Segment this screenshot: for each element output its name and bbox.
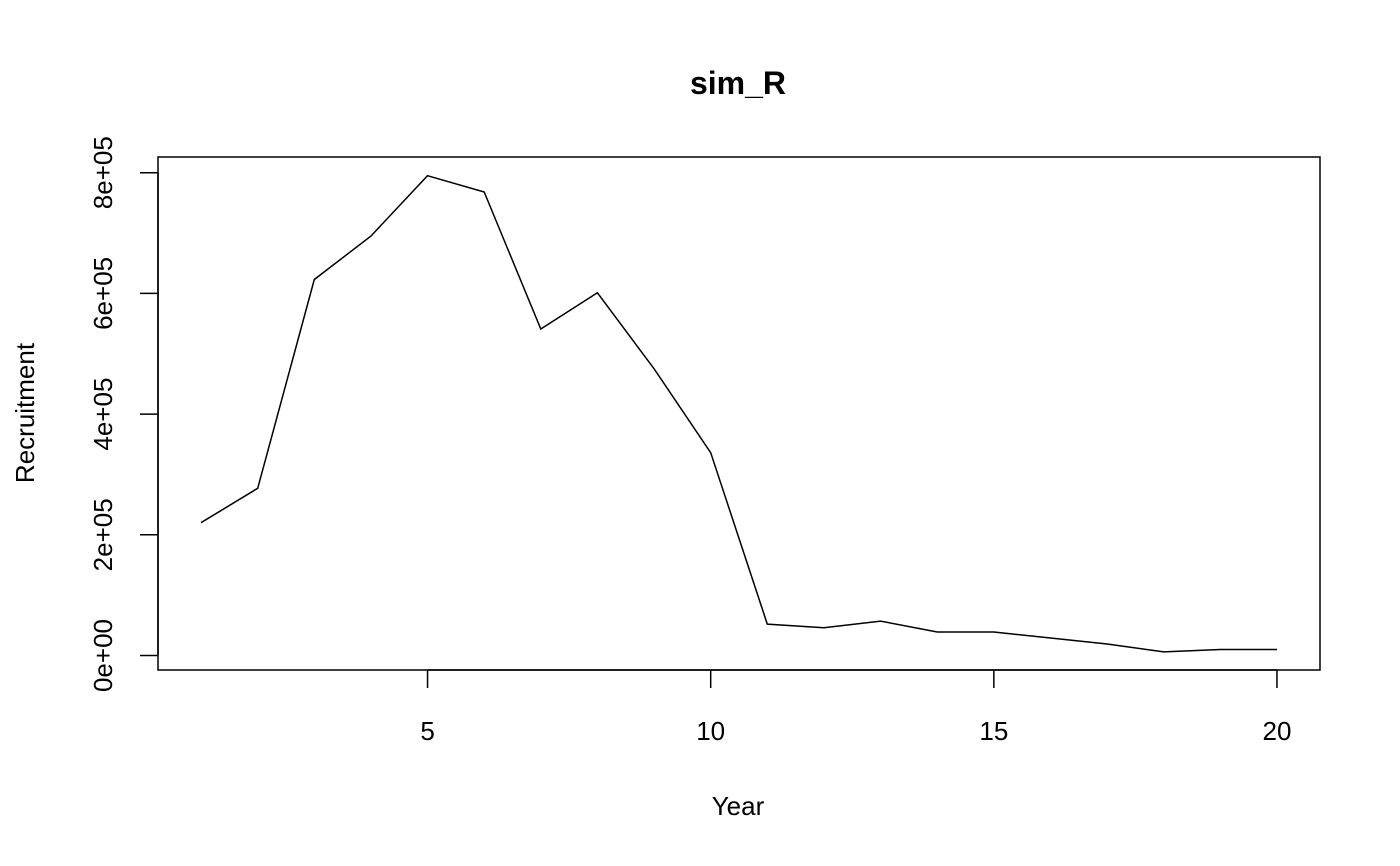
- y-tick-label: 8e+05: [88, 136, 118, 209]
- x-tick-label: 15: [979, 716, 1008, 746]
- x-tick-label: 5: [420, 716, 434, 746]
- x-axis: 5 10 15 20: [420, 669, 1292, 746]
- y-axis: 0e+00 2e+05 4e+05 6e+05 8e+05: [88, 136, 159, 692]
- y-tick-label: 6e+05: [88, 257, 118, 330]
- y-tick-label: 4e+05: [88, 378, 118, 451]
- series-line: [200, 174, 1277, 653]
- x-tick-label: 20: [1263, 716, 1292, 746]
- y-tick-label: 0e+00: [88, 619, 118, 692]
- chart-title: sim_R: [690, 65, 786, 101]
- x-tick-label: 10: [696, 716, 725, 746]
- y-axis-title: Recruitment: [10, 342, 40, 483]
- x-axis-title: Year: [712, 791, 765, 821]
- y-tick-label: 2e+05: [88, 498, 118, 571]
- plot-frame: [157, 156, 1321, 671]
